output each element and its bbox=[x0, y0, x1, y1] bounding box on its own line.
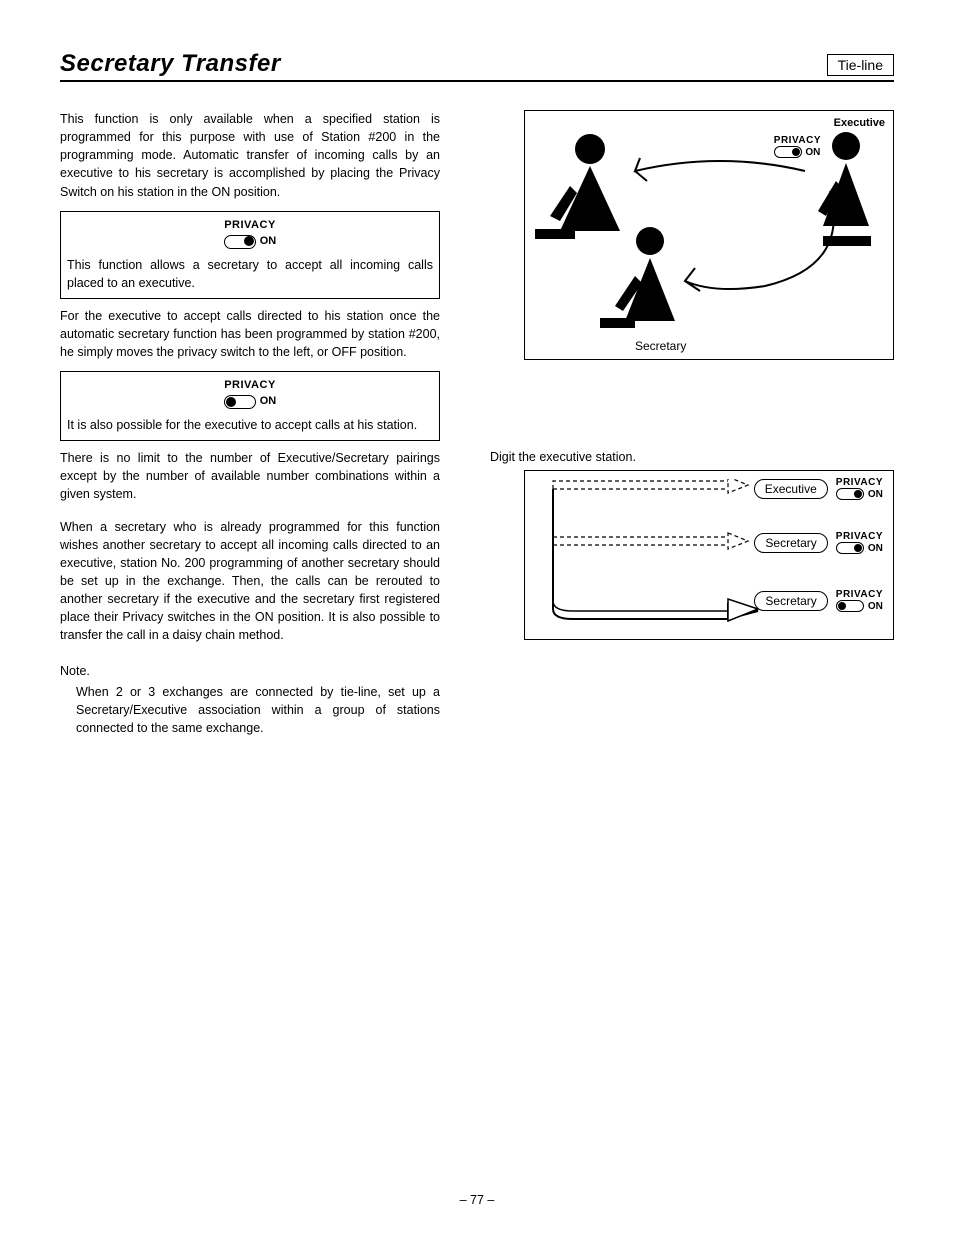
privacy-box-on: PRIVACY ON This function allows a secret… bbox=[60, 211, 440, 299]
d2-sec1-switch: PRIVACY ON bbox=[836, 531, 883, 554]
daisy-chain-arrows bbox=[533, 479, 763, 634]
d2-sec2-on: ON bbox=[868, 601, 883, 612]
d2-exec-switch-graphic: ON bbox=[836, 488, 883, 500]
d2-sec2-knob bbox=[838, 602, 846, 610]
arrow-exec-to-secretary bbox=[675, 186, 845, 306]
switch-on-text: ON bbox=[260, 234, 277, 250]
d2-exec-switch: PRIVACY ON bbox=[836, 477, 883, 500]
tie-line-badge: Tie-line bbox=[827, 54, 894, 76]
switch-knob-2 bbox=[226, 397, 236, 407]
d2-sec1-on: ON bbox=[868, 543, 883, 554]
d2-exec-privacy: PRIVACY bbox=[836, 477, 883, 488]
switch-body bbox=[224, 235, 256, 249]
privacy-label-2: PRIVACY bbox=[224, 378, 276, 394]
d2-row-sec1: Secretary PRIVACY ON bbox=[754, 531, 883, 554]
switch-graphic-on: ON bbox=[224, 234, 277, 250]
privacy-label: PRIVACY bbox=[224, 218, 276, 234]
d2-exec-label: Executive bbox=[754, 479, 828, 499]
page-header: Secretary Transfer Tie-line bbox=[60, 50, 894, 82]
box2-caption: It is also possible for the executive to… bbox=[67, 416, 433, 434]
privacy-switch-on: PRIVACY ON bbox=[67, 218, 433, 250]
diagram2-caption: Digit the executive station. bbox=[490, 450, 894, 464]
d2-sec1-privacy: PRIVACY bbox=[836, 531, 883, 542]
diagram-daisy-chain: Executive PRIVACY ON Secretary PRIVACY O… bbox=[524, 470, 894, 640]
right-column: Executive Secretary PRIVACY ON bbox=[470, 110, 894, 747]
d2-sec2-switch: PRIVACY ON bbox=[836, 589, 883, 612]
left-column: This function is only available when a s… bbox=[60, 110, 440, 747]
d2-sec1-label: Secretary bbox=[754, 533, 827, 553]
d2-sec1-switch-graphic: ON bbox=[836, 542, 883, 554]
paragraph-3: There is no limit to the number of Execu… bbox=[60, 449, 440, 503]
caller-person-icon bbox=[535, 131, 635, 241]
d2-sec2-privacy: PRIVACY bbox=[836, 589, 883, 600]
d2-exec-knob bbox=[854, 490, 862, 498]
diagram-call-flow: Executive Secretary PRIVACY ON bbox=[524, 110, 894, 360]
switch-on-text-2: ON bbox=[260, 394, 277, 410]
secretary-label: Secretary bbox=[635, 339, 686, 353]
d2-sec2-switch-graphic: ON bbox=[836, 600, 883, 612]
d2-sec2-body bbox=[836, 600, 864, 612]
content-columns: This function is only available when a s… bbox=[60, 110, 894, 747]
executive-label: Executive bbox=[834, 117, 885, 129]
privacy-box-off: PRIVACY ON It is also possible for the e… bbox=[60, 371, 440, 441]
d2-exec-body bbox=[836, 488, 864, 500]
switch-graphic-off: ON bbox=[224, 394, 277, 410]
paragraph-4: When a secretary who is already programm… bbox=[60, 518, 440, 645]
page-number: – 77 – bbox=[0, 1193, 954, 1207]
box1-caption: This function allows a secretary to acce… bbox=[67, 256, 433, 292]
switch-knob bbox=[244, 236, 254, 246]
switch-body-2 bbox=[224, 395, 256, 409]
d2-sec2-label: Secretary bbox=[754, 591, 827, 611]
privacy-switch-off: PRIVACY ON bbox=[67, 378, 433, 410]
d2-row-exec: Executive PRIVACY ON bbox=[754, 477, 883, 500]
d2-sec1-knob bbox=[854, 544, 862, 552]
d2-row-sec2: Secretary PRIVACY ON bbox=[754, 589, 883, 612]
note-heading: Note. bbox=[60, 662, 440, 680]
page-title: Secretary Transfer bbox=[60, 50, 281, 78]
paragraph-2: For the executive to accept calls direct… bbox=[60, 307, 440, 361]
paragraph-1: This function is only available when a s… bbox=[60, 110, 440, 201]
d2-exec-on: ON bbox=[868, 489, 883, 500]
note-body: When 2 or 3 exchanges are connected by t… bbox=[60, 683, 440, 737]
d2-sec1-body bbox=[836, 542, 864, 554]
